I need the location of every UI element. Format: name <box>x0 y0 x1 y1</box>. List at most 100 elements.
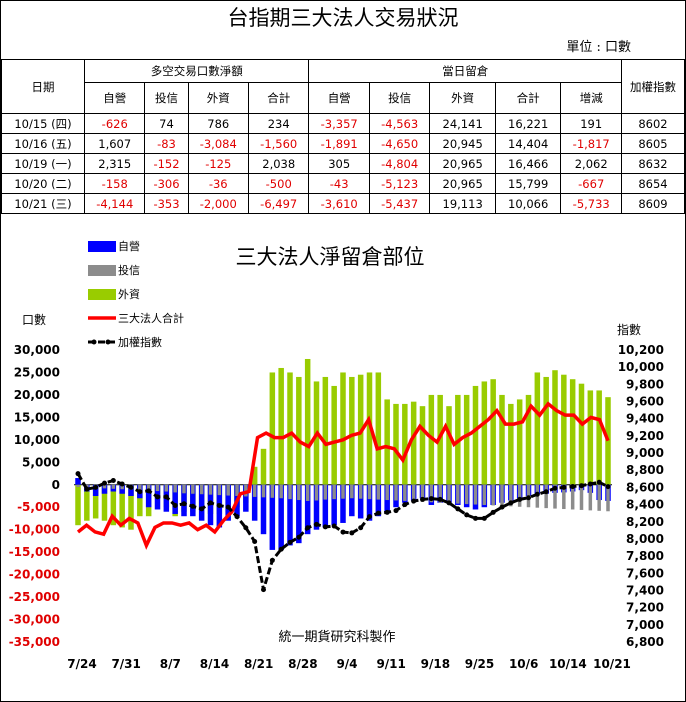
row-date: 10/19 (一) <box>1 153 85 174</box>
y2-tick-label: 10,000 <box>618 360 664 374</box>
index-point <box>570 484 576 490</box>
bar-trust <box>173 484 177 493</box>
date-text: 10/19 <box>14 156 48 171</box>
index-point <box>216 502 222 508</box>
bar-foreign <box>410 401 417 485</box>
sub-header: 投信 <box>144 82 189 114</box>
index-point <box>137 489 143 495</box>
table-cell: 15,799 <box>494 173 562 194</box>
index-point <box>499 504 505 510</box>
bar-foreign <box>128 484 134 530</box>
index-point <box>402 502 408 508</box>
credit-text: 統一期貨研究科製作 <box>278 629 395 645</box>
bar-trust <box>261 484 266 498</box>
index-point <box>490 509 496 515</box>
index-point <box>393 508 399 514</box>
index-point <box>278 546 284 552</box>
bar-foreign <box>578 383 585 485</box>
date-text: 10/16 <box>14 136 48 151</box>
bar-dealer <box>340 484 346 523</box>
legend-swatch-trust <box>88 265 116 276</box>
index-point <box>579 483 584 489</box>
weekday-text: (二) <box>47 176 72 191</box>
table-cell: 16,221 <box>494 113 562 134</box>
bar-foreign <box>446 406 452 485</box>
index-point <box>128 484 134 490</box>
index-point <box>428 496 434 502</box>
y2-tick-label: 9,000 <box>626 446 664 460</box>
bar-trust <box>464 484 469 505</box>
bar-trust <box>358 484 363 499</box>
bar-trust <box>509 484 513 507</box>
y-tick-label: 5,000 <box>22 455 60 469</box>
bar-foreign <box>393 403 399 485</box>
y-axis-label: 口數 <box>22 313 46 327</box>
bar-dealer <box>304 484 311 535</box>
bar-foreign <box>561 374 567 485</box>
weekday-text: (五) <box>47 136 72 151</box>
y-tick-label: -25,000 <box>9 590 60 604</box>
index-point <box>561 484 567 490</box>
bar-trust <box>252 484 257 497</box>
index-point <box>261 587 266 593</box>
table-cell: -152 <box>144 153 189 174</box>
index-point <box>305 525 311 531</box>
bar-foreign <box>402 403 408 485</box>
index-point <box>358 525 364 531</box>
legend-index-dot <box>91 339 97 345</box>
date-text: 10/20 <box>14 176 48 191</box>
bar-foreign <box>331 385 337 485</box>
legend-label: 三大法人合計 <box>118 311 184 325</box>
table-cell: -83 <box>144 133 189 154</box>
y2-tick-label: 9,400 <box>626 412 664 426</box>
index-point <box>243 525 249 531</box>
bar-dealer <box>128 484 134 496</box>
table-cell: 1,607 <box>83 133 146 154</box>
table-cell: 2,315 <box>83 153 146 174</box>
bar-foreign <box>92 484 99 519</box>
bar-dealer <box>296 484 302 544</box>
bar-dealer <box>260 484 267 535</box>
table-cell: -4,804 <box>368 153 431 174</box>
index-point <box>367 514 372 520</box>
legend-index-dot <box>105 339 111 345</box>
bar-trust <box>438 484 442 503</box>
y2-tick-label: 8,800 <box>626 463 664 477</box>
bar-trust <box>553 484 557 509</box>
index-header: 加權指數 <box>621 59 685 114</box>
bar-dealer <box>243 484 249 512</box>
index-point <box>420 496 425 502</box>
bar-foreign <box>543 376 549 485</box>
index-point <box>314 521 319 527</box>
bar-trust <box>279 484 283 499</box>
y2-tick-label: 7,800 <box>626 549 664 563</box>
bar-trust <box>323 484 328 500</box>
index-point <box>446 500 452 506</box>
y-axis-left: 30,000 25,000 20,000 15,000 10,000 5,000 0 -5,0… <box>9 343 612 649</box>
bar-dealer <box>331 484 337 526</box>
index-point <box>322 524 328 530</box>
bar-trust <box>447 484 451 504</box>
y-tick-label: 10,000 <box>14 433 60 447</box>
index-point <box>181 501 187 507</box>
bar-dealer <box>349 484 355 517</box>
weekday-text: (一) <box>47 156 72 171</box>
table-row: 10/19 (一) 2,315 -152 -125 2,038 305 -4,804 20,9… <box>1 153 685 174</box>
x-tick-label: 9/4 <box>336 657 357 671</box>
row-date: 10/21 (三) <box>1 193 85 214</box>
table-cell: 20,965 <box>429 153 496 174</box>
index-point <box>375 510 381 516</box>
table-cell: -125 <box>187 153 249 174</box>
bar-dealer <box>269 484 276 550</box>
bar-foreign <box>110 484 117 526</box>
bar-foreign <box>525 394 532 485</box>
index-point <box>473 515 478 521</box>
index-point <box>190 503 196 509</box>
page-title: 台指期三大法人交易狀況 <box>227 6 459 30</box>
sub-header: 外資 <box>187 82 249 114</box>
bar-trust <box>597 484 601 511</box>
table-cell: 234 <box>247 113 310 134</box>
bar-dealer <box>181 484 187 517</box>
bar-trust <box>146 484 151 491</box>
bar-foreign <box>260 448 267 485</box>
